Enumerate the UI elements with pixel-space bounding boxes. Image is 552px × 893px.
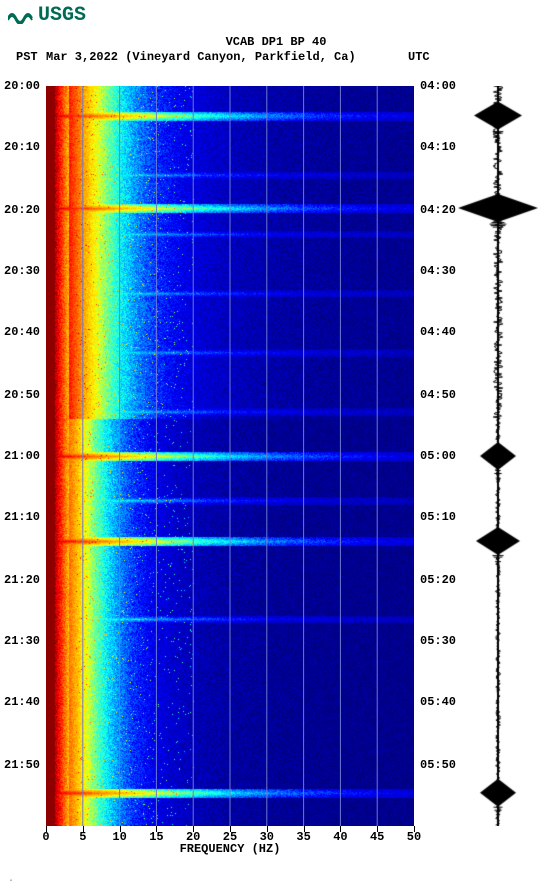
x-axis-title: FREQUENCY (HZ) [46,842,414,856]
y-label-right: 05:20 [420,573,456,587]
y-label-right: 05:30 [420,634,456,648]
usgs-wave-icon [8,8,34,24]
x-tick [46,826,47,832]
y-label-left: 20:10 [4,140,40,154]
y-label-right: 04:30 [420,264,456,278]
y-label-left: 20:50 [4,388,40,402]
footer-mark: . [8,874,14,885]
x-tick [83,826,84,832]
y-label-left: 20:00 [4,79,40,93]
x-tick [304,826,305,832]
x-tick [267,826,268,832]
y-label-left: 20:40 [4,325,40,339]
spectrogram-chart [46,86,414,826]
y-label-right: 04:10 [420,140,456,154]
y-label-right: 05:00 [420,449,456,463]
y-label-left: 21:50 [4,758,40,772]
seismogram-canvas [455,86,541,826]
y-label-left: 21:00 [4,449,40,463]
x-tick [120,826,121,832]
seismogram-trace [455,86,541,826]
y-label-right: 05:40 [420,695,456,709]
x-tick [193,826,194,832]
y-label-right: 05:10 [420,510,456,524]
logo-text: USGS [38,4,86,27]
x-tick [414,826,415,832]
x-tick [377,826,378,832]
y-label-left: 20:20 [4,203,40,217]
tz-right-label: UTC [408,50,430,64]
y-label-right: 04:40 [420,325,456,339]
usgs-logo: USGS [8,4,86,27]
x-tick [156,826,157,832]
y-label-right: 04:00 [420,79,456,93]
date-location: Mar 3,2022 (Vineyard Canyon, Parkfield, … [46,50,356,64]
x-tick [230,826,231,832]
y-label-left: 21:20 [4,573,40,587]
y-label-right: 04:20 [420,203,456,217]
tz-left-label: PST [16,50,38,64]
y-label-right: 04:50 [420,388,456,402]
y-label-left: 21:10 [4,510,40,524]
spectrogram-canvas [46,86,414,826]
y-label-left: 21:30 [4,634,40,648]
y-label-right: 05:50 [420,758,456,772]
x-tick [340,826,341,832]
chart-title: VCAB DP1 BP 40 [0,35,552,49]
y-label-left: 20:30 [4,264,40,278]
y-label-left: 21:40 [4,695,40,709]
